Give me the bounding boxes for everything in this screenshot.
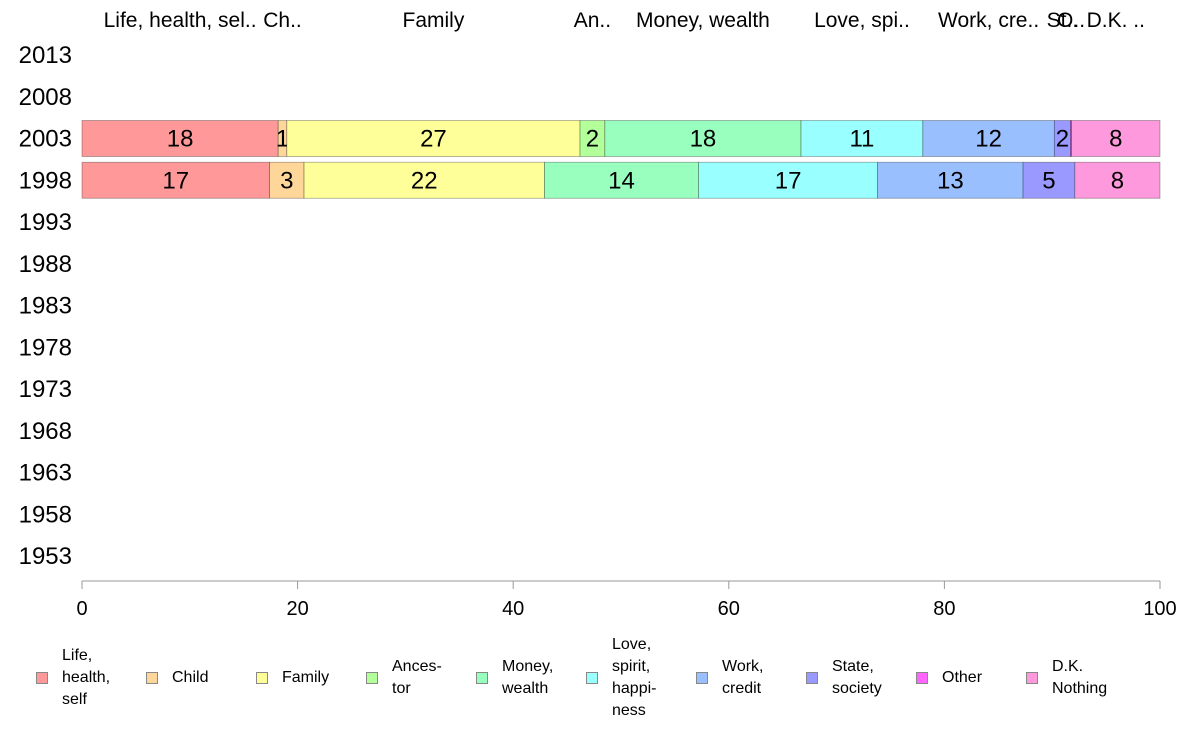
y-axis-year-labels: 2013 2008 2003 1998 1993 1988 1983 1978 1973 1968… (19, 42, 72, 570)
legend-item-6: Love, spirit, happi- ness (586, 628, 656, 728)
bar-segments: 18 1 27 2 18 11 12 2 8 17 3 22 14 17 13 5 8 (81, 120, 1161, 199)
legend-item-3: Family (256, 628, 329, 728)
bar-value-label-2003-1: 18 (167, 126, 194, 153)
bar-segment-1998-7 (877, 161, 1024, 199)
bar-value-label-2003-6: 11 (849, 126, 874, 153)
top-category-label-9: O.. (1057, 9, 1085, 32)
bar-value-label-1998-3: 22 (411, 167, 438, 194)
x-tick-label-4: 80 (933, 598, 955, 620)
y-axis-label-1988: 1988 (19, 251, 72, 278)
top-category-label-10: D.K. .. (1087, 9, 1145, 32)
legend-swatch-3 (256, 672, 268, 684)
legend-item-5: Money, wealth (476, 628, 553, 728)
bar-value-label-1998-5: 14 (608, 167, 635, 194)
legend-label-1: Life, health, self (62, 647, 111, 708)
legend-item-2: Child (146, 628, 208, 728)
bar-value-label-2003-8: 2 (1056, 126, 1069, 153)
bar-segment-2003-1 (81, 120, 279, 157)
bar-value-label-2003-10: 8 (1109, 126, 1122, 153)
bar-value-label-2003-5: 18 (690, 126, 717, 153)
legend-swatch-2 (146, 672, 158, 684)
bar-segment-1998-5 (544, 161, 700, 199)
x-tick-label-5: 100 (1143, 598, 1176, 620)
bar-value-label-1998-7: 13 (937, 167, 964, 194)
bar-value-label-2003-3: 27 (420, 126, 447, 153)
bar-segment-1998-10 (1074, 161, 1161, 199)
y-axis-label-1998: 1998 (19, 167, 72, 194)
legend-label-5: Money, wealth (502, 658, 554, 697)
top-category-label-4: An.. (574, 9, 611, 32)
legend-swatch-6 (586, 672, 598, 684)
top-category-label-3: Family (403, 9, 465, 32)
top-category-label-6: Love, spi.. (814, 9, 910, 32)
top-category-labels: Life, health, sel.. Ch.. Family An.. Money, … (104, 9, 1145, 32)
top-category-label-8: St.. (1047, 9, 1079, 32)
legend-label-4: Ances- tor (392, 658, 442, 697)
stacked-bar-chart: Life, health, sel.. Ch.. Family An.. Money, … (19, 9, 1177, 620)
bar-segment-1998-6 (698, 161, 878, 199)
bar-value-label-2003-7: 12 (975, 126, 1002, 153)
legend-swatch-9 (916, 672, 928, 684)
y-axis-label-2008: 2008 (19, 84, 72, 111)
bar-segment-2003-6 (800, 120, 924, 157)
legend-label-10: D.K. Nothing (1052, 658, 1108, 697)
x-tick-label-1: 20 (286, 598, 308, 620)
legend-label-7: Work, credit (722, 658, 764, 697)
legend-item-9: Other (916, 628, 982, 728)
bar-value-label-2003-2: 1 (276, 126, 289, 153)
y-axis-label-1993: 1993 (19, 209, 72, 236)
y-axis-label-1958: 1958 (19, 501, 72, 528)
bar-segment-1998-8 (1022, 161, 1076, 199)
legend-label-3: Family (282, 669, 330, 686)
top-category-label-1: Life, health, sel.. (104, 9, 257, 32)
y-axis-label-1963: 1963 (19, 460, 72, 487)
top-category-label-7: Work, cre.. (938, 9, 1039, 32)
bar-segment-2003-5 (604, 120, 802, 157)
bar-value-label-1998-2: 3 (280, 167, 293, 194)
y-axis-label-1968: 1968 (19, 418, 72, 445)
legend-item-1: Life, health, self (36, 628, 110, 728)
legend-label-8: State, society (832, 658, 882, 697)
legend-swatch-7 (696, 672, 708, 684)
legend-label-2: Child (172, 669, 209, 686)
legend-swatch-5 (476, 672, 488, 684)
legend-swatch-8 (806, 672, 818, 684)
x-tick-label-3: 60 (718, 598, 740, 620)
x-tick-label-2: 40 (502, 598, 524, 620)
legend: Life, health, self Child Family Ances- tor M… (36, 628, 1156, 728)
top-category-label-5: Money, wealth (636, 9, 770, 32)
bar-value-label-1998-8: 5 (1042, 167, 1055, 194)
bar-segment-2003-10 (1071, 120, 1161, 157)
legend-item-4: Ances- tor (366, 628, 442, 728)
bar-segment-2003-3 (286, 120, 581, 157)
legend-swatch-4 (366, 672, 378, 684)
bar-value-label-2003-4: 2 (586, 126, 599, 153)
y-axis-label-2013: 2013 (19, 42, 72, 69)
y-axis-label-1973: 1973 (19, 376, 72, 403)
top-category-label-2: Ch.. (263, 9, 302, 32)
bar-segment-1998-2 (269, 161, 305, 199)
y-axis-label-1953: 1953 (19, 543, 72, 570)
bar-segment-1998-3 (303, 161, 545, 199)
legend-label-9: Other (942, 669, 983, 686)
bar-segment-1998-1 (81, 161, 270, 199)
bar-value-label-1998-6: 17 (775, 167, 802, 194)
bar-value-label-1998-10: 8 (1111, 167, 1124, 194)
legend-item-10: D.K. Nothing (1026, 628, 1107, 728)
legend-item-7: Work, credit (696, 628, 763, 728)
y-axis-label-1978: 1978 (19, 334, 72, 361)
legend-swatch-10 (1026, 672, 1038, 684)
legend-label-6: Love, spirit, happi- ness (612, 636, 657, 719)
bar-value-label-1998-1: 17 (162, 167, 189, 194)
y-axis-label-1983: 1983 (19, 293, 72, 320)
legend-swatch-1 (36, 672, 48, 684)
y-axis-label-2003: 2003 (19, 126, 72, 153)
legend-item-8: State, society (806, 628, 882, 728)
bar-segment-2003-7 (922, 120, 1055, 157)
x-tick-label-0: 0 (76, 598, 87, 620)
bar-segment-2003-4 (579, 120, 606, 157)
x-axis: 0 20 40 60 80 100 (76, 580, 1177, 620)
